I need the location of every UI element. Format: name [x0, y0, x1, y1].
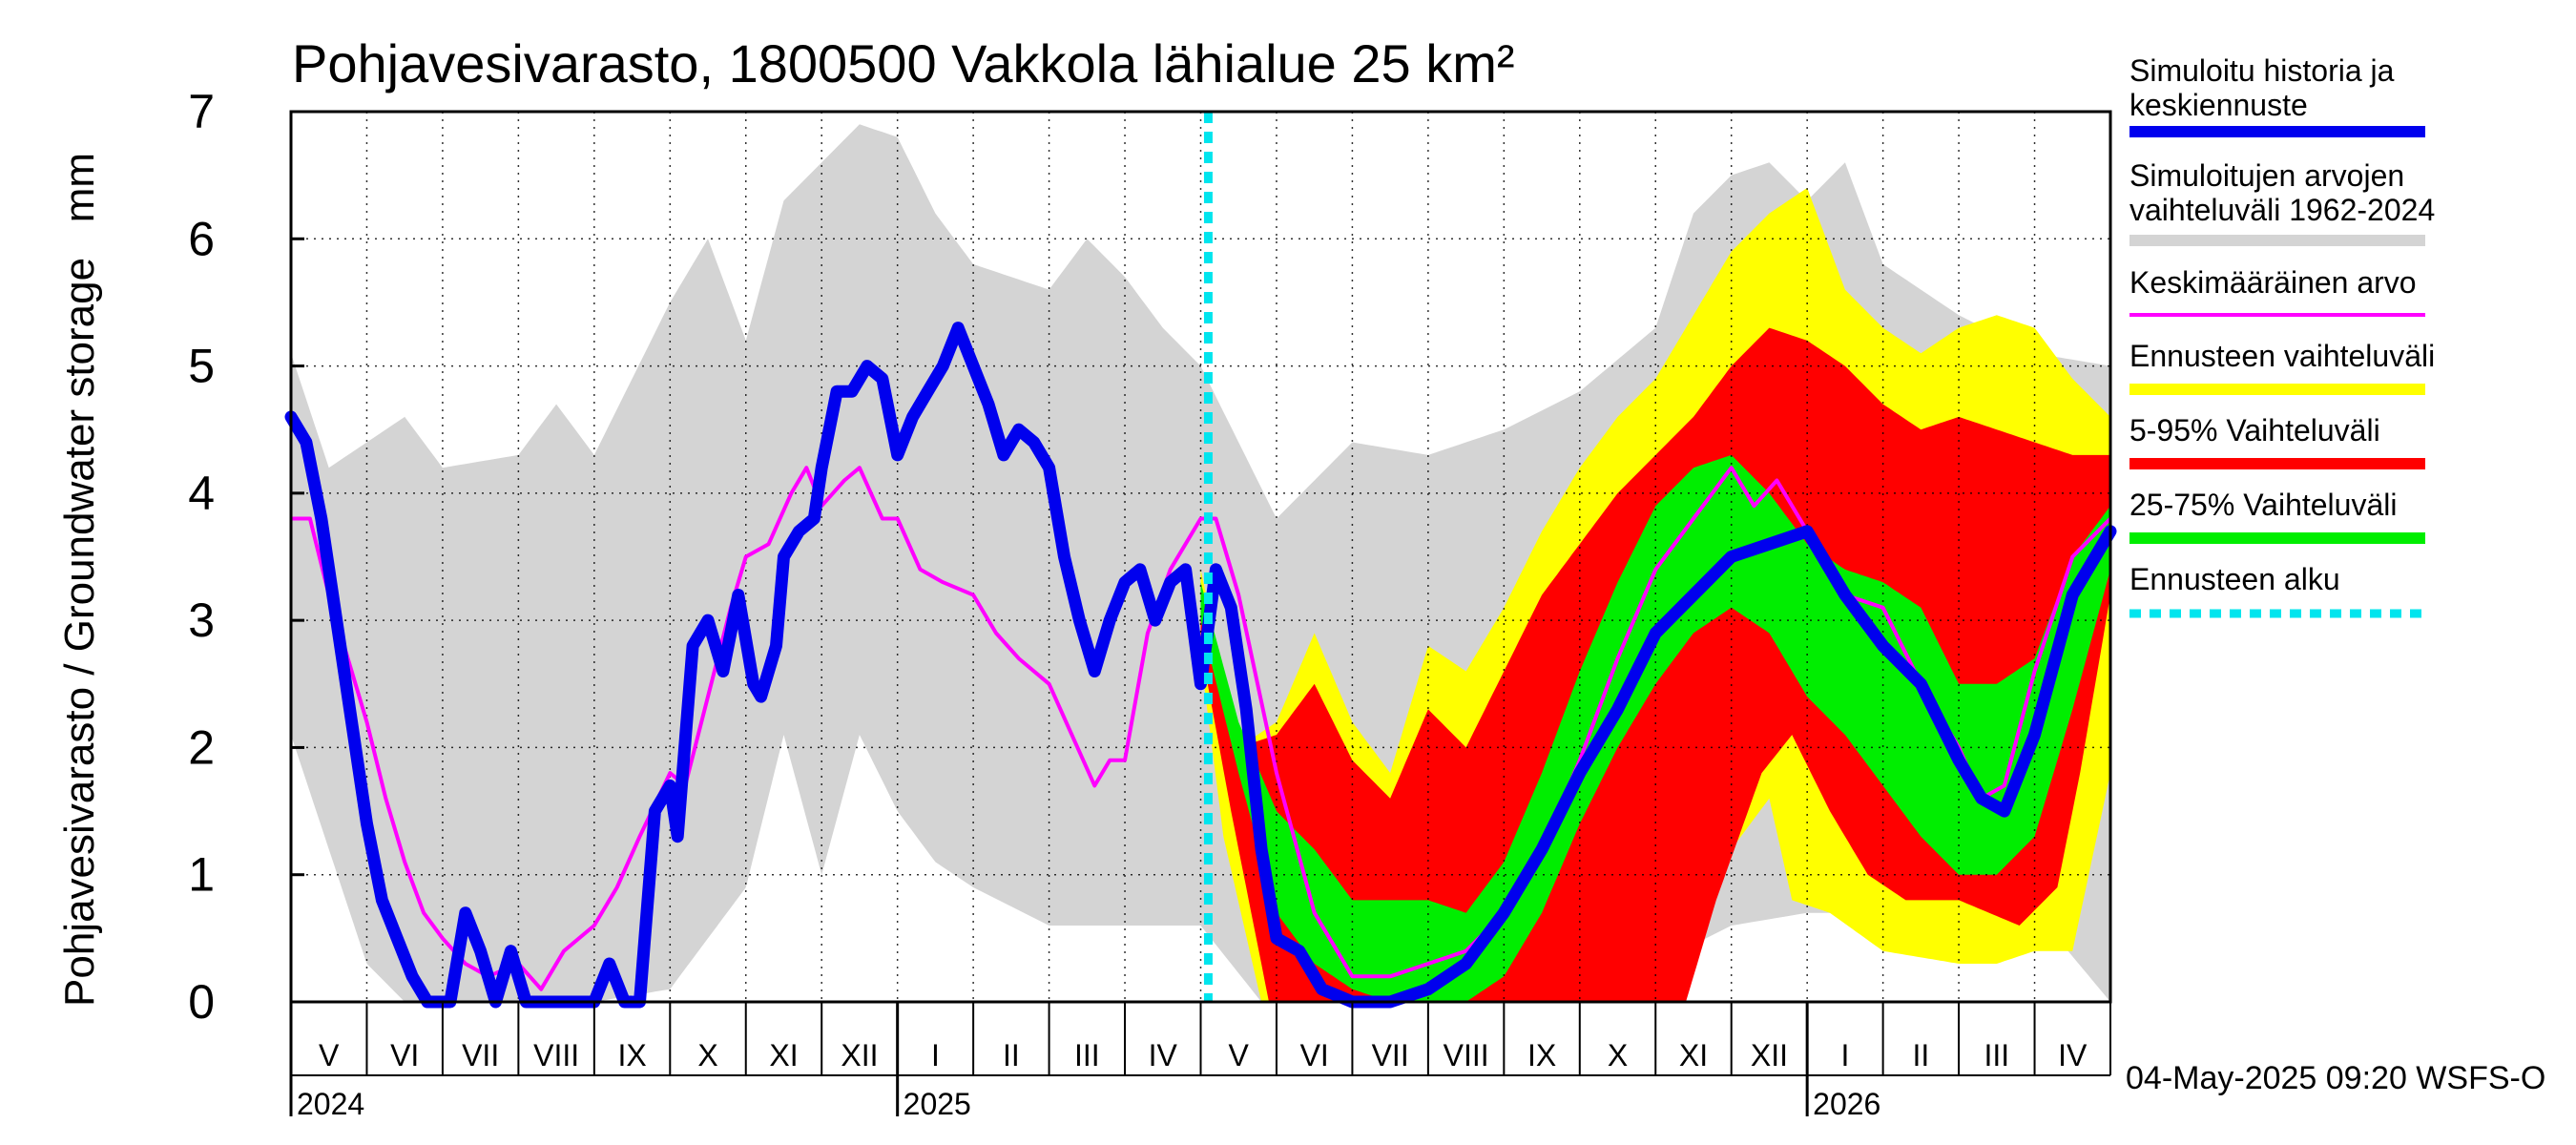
- month-label: XII: [841, 1038, 878, 1072]
- month-label: XII: [1751, 1038, 1788, 1072]
- month-label: XI: [769, 1038, 798, 1072]
- legend-label: Simuloitu historia ja keskiennuste: [2129, 53, 2395, 122]
- month-label: V: [319, 1038, 340, 1072]
- plot-area: [284, 110, 2117, 1009]
- month-label: VI: [390, 1038, 419, 1072]
- y-axis-label: Pohjavesivarasto / Groundwater storage m…: [56, 153, 103, 1007]
- percentile-25-75-band: [1200, 454, 2110, 1002]
- footer-timestamp: 04-May-2025 09:20 WSFS-O: [2126, 1060, 2545, 1096]
- month-label: IX: [1527, 1038, 1556, 1072]
- year-label: 2026: [1813, 1087, 1880, 1121]
- year-label: 2024: [297, 1087, 364, 1121]
- y-tick-label: 6: [188, 212, 215, 265]
- legend-label-line: Simuloitu historia ja: [2129, 53, 2395, 88]
- month-label: IX: [617, 1038, 646, 1072]
- month-label: I: [931, 1038, 940, 1072]
- legend-label-line: keskiennuste: [2129, 88, 2308, 122]
- month-label: VII: [462, 1038, 499, 1072]
- month-label: II: [1912, 1038, 1929, 1072]
- mean-series-line: [291, 466, 2112, 991]
- chart-title: Pohjavesivarasto, 1800500 Vakkola lähial…: [292, 33, 1515, 94]
- month-label: XI: [1679, 1038, 1708, 1072]
- y-axis-ticks: 0 1 2 3 4 5 6 7: [188, 85, 304, 1029]
- month-label: IV: [1149, 1038, 1178, 1072]
- month-label: V: [1229, 1038, 1250, 1072]
- legend-label-line: Ennusteen alku: [2129, 562, 2340, 596]
- legend-label: Keskimääräinen arvo: [2129, 265, 2417, 300]
- legend-label: 5-95% Vaihteluväli: [2129, 413, 2380, 448]
- simulated-line: [284, 322, 2117, 1009]
- month-label: III: [1984, 1038, 2009, 1072]
- x-axis: V VI VII VIII IX X XI XII I II III IV V VI VII VIII IX X X…: [289, 1002, 2111, 1121]
- percentile-25-75-area: [1200, 454, 2110, 1002]
- legend: Simuloitu historia ja keskiennusteSimuloi…: [2129, 53, 2435, 618]
- y-tick-label: 4: [188, 467, 215, 520]
- month-label: VIII: [1444, 1038, 1489, 1072]
- y-tick-label: 7: [188, 85, 215, 138]
- legend-label: 25-75% Vaihteluväli: [2129, 488, 2397, 522]
- month-label: II: [1003, 1038, 1020, 1072]
- y-tick-label: 0: [188, 975, 215, 1029]
- month-label: VII: [1372, 1038, 1409, 1072]
- legend-label: Simuloitujen arvojen vaihteluväli 1962-20…: [2129, 158, 2435, 227]
- month-label: X: [1608, 1038, 1628, 1072]
- legend-label-line: 5-95% Vaihteluväli: [2129, 413, 2380, 448]
- month-label: III: [1074, 1038, 1100, 1072]
- y-tick-label: 3: [188, 593, 215, 647]
- month-label: IV: [2058, 1038, 2088, 1072]
- y-tick-label: 2: [188, 720, 215, 774]
- y-tick-label: 5: [188, 340, 215, 393]
- month-label: VIII: [533, 1038, 579, 1072]
- mean-line: [291, 466, 2112, 991]
- month-label: X: [697, 1038, 717, 1072]
- month-label: I: [1840, 1038, 1849, 1072]
- legend-label-line: Ennusteen vaihteluväli: [2129, 339, 2435, 373]
- month-label: VI: [1300, 1038, 1329, 1072]
- legend-label-line: Keskimääräinen arvo: [2129, 265, 2417, 300]
- legend-label: Ennusteen alku: [2129, 562, 2340, 596]
- year-label: 2025: [904, 1087, 971, 1121]
- simulated-series-line: [284, 322, 2117, 1009]
- grid-lines: [291, 112, 2110, 1002]
- legend-label-line: vaihteluväli 1962-2024: [2129, 193, 2435, 227]
- y-tick-label: 1: [188, 848, 215, 902]
- legend-label: Ennusteen vaihteluväli: [2129, 339, 2435, 373]
- legend-label-line: 25-75% Vaihteluväli: [2129, 488, 2397, 522]
- legend-label-line: Simuloitujen arvojen: [2129, 158, 2404, 193]
